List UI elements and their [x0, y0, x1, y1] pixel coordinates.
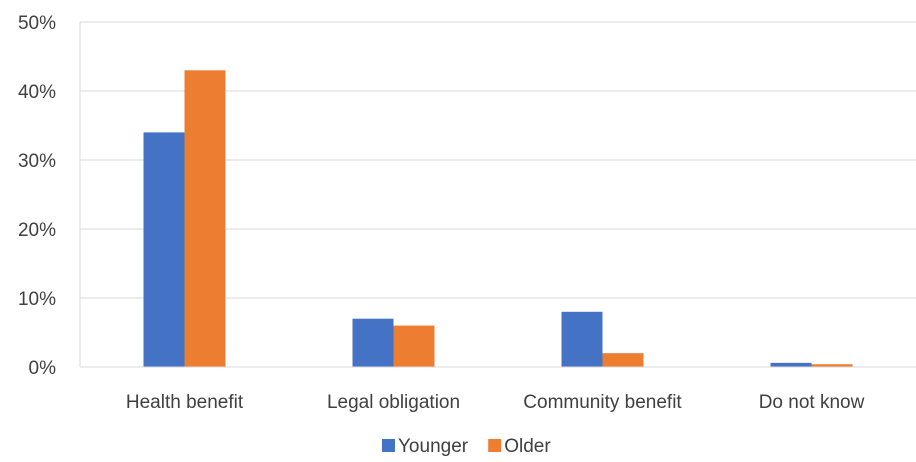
- bar-older-do-not-know: [811, 364, 853, 367]
- legend-swatch-younger: [382, 439, 395, 452]
- bar-younger-health-benefit: [143, 132, 185, 367]
- bar-younger-legal-obligation: [352, 318, 394, 367]
- legend-swatch-older: [488, 439, 502, 452]
- x-tick-label: Community benefit: [523, 392, 682, 413]
- y-tick-label: 30%: [18, 151, 56, 172]
- x-tick-label: Legal obligation: [327, 392, 460, 413]
- bar-older-community-benefit: [602, 353, 644, 367]
- x-axis-category-labels: Health benefit Legal obligation Community …: [126, 392, 865, 413]
- y-axis-tick-labels: 0% 10% 20% 30% 40% 50%: [18, 13, 56, 379]
- legend-label-younger: Younger: [398, 436, 469, 457]
- y-tick-label: 40%: [18, 82, 56, 103]
- x-tick-label: Health benefit: [126, 392, 244, 413]
- bar-younger-do-not-know: [770, 362, 812, 367]
- legend-label-older: Older: [504, 436, 551, 457]
- y-tick-label: 0%: [29, 358, 57, 379]
- bar-younger-community-benefit: [561, 311, 603, 367]
- bar-older-health-benefit: [184, 70, 226, 368]
- bar-older-legal-obligation: [393, 325, 435, 367]
- x-tick-label: Do not know: [759, 392, 865, 413]
- y-tick-label: 10%: [18, 289, 56, 310]
- y-tick-label: 50%: [18, 13, 56, 34]
- y-tick-label: 20%: [18, 220, 56, 241]
- bars: [143, 70, 853, 368]
- legend: Younger Older: [382, 436, 551, 457]
